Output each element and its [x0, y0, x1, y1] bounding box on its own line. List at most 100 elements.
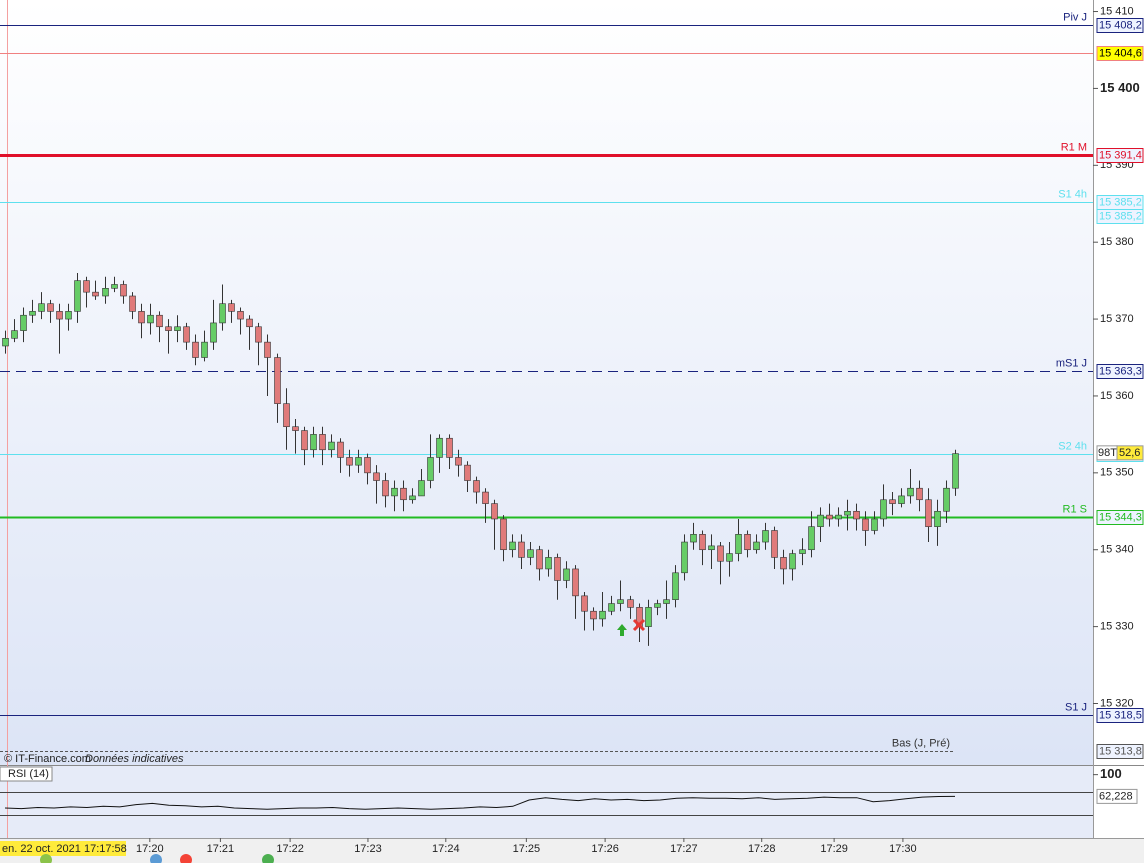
candle-body	[92, 291, 99, 297]
rsi-last-box	[1096, 788, 1138, 804]
x-tick-label: 17:28	[748, 843, 776, 855]
candle-body	[346, 457, 353, 466]
level-name: mS1 J	[1056, 357, 1087, 369]
level-name: R1 S	[1063, 503, 1087, 515]
rsi-pane	[0, 766, 1093, 838]
candle-body	[491, 503, 498, 520]
candle-body	[337, 441, 344, 458]
tool-icon[interactable]	[262, 854, 274, 863]
rsi-title: RSI (14)	[8, 768, 49, 780]
candle-body	[817, 514, 824, 527]
tool-icon[interactable]	[150, 854, 162, 863]
candle-body	[219, 303, 226, 324]
candle-body	[753, 541, 760, 551]
candle-body	[373, 472, 380, 481]
candle-body	[418, 480, 425, 497]
y-tick-label: 15 380	[1100, 236, 1134, 248]
y-tick-label: 15 320	[1100, 697, 1134, 709]
candle-body	[789, 553, 796, 570]
level-price-box	[1096, 364, 1144, 379]
level-price-label: 15 385,2	[1099, 196, 1142, 208]
candle-body	[699, 534, 706, 551]
candle-body	[844, 510, 851, 516]
rsi-line	[4, 795, 956, 810]
time-axis	[0, 838, 1144, 863]
candle-body	[283, 403, 290, 428]
x-tick-label: 17:29	[820, 843, 848, 855]
level-price-label: 15 404,6	[1099, 47, 1142, 59]
candle-body	[853, 510, 860, 520]
level-price-label: 15 408,2	[1099, 19, 1142, 31]
candle-body	[138, 311, 145, 324]
candle-body	[38, 303, 45, 312]
level-price-label: 15 344,3	[1099, 511, 1142, 523]
y-tick-label: 15 330	[1100, 621, 1134, 633]
level-name: Bas (J, Pré)	[892, 737, 950, 749]
candle-body	[916, 487, 923, 501]
tool-icon[interactable]	[180, 854, 192, 863]
candle-body	[65, 311, 72, 320]
candle-body	[545, 557, 552, 570]
level-price-label: 15 385,2	[1099, 210, 1142, 222]
candle-body	[264, 341, 271, 358]
last-prefix: 98T	[1098, 447, 1117, 459]
candle-body	[681, 541, 688, 574]
tool-icon[interactable]	[40, 854, 52, 863]
last-price-label: 52,6	[1119, 447, 1140, 459]
x-tick-label: 17:20	[136, 843, 164, 855]
candle-body	[808, 526, 815, 551]
level-price-box	[1096, 510, 1144, 525]
candle-body	[427, 457, 434, 481]
y-tick-label: 15 360	[1100, 390, 1134, 402]
candle-body	[301, 430, 308, 451]
price-pane	[0, 0, 1093, 765]
candle-body	[11, 330, 18, 339]
candle-body	[255, 326, 262, 343]
candle-body	[455, 457, 462, 466]
rsi-tick-label: 100	[1100, 766, 1122, 781]
candle-body	[717, 545, 724, 562]
start-label: en. 22 oct. 2021 17:17:58	[2, 843, 127, 855]
candle-body	[364, 457, 371, 474]
candle-body	[527, 549, 534, 558]
candle-body	[654, 603, 661, 608]
candle-body	[391, 487, 398, 497]
candle-body	[192, 341, 199, 358]
candle-body	[925, 499, 932, 527]
candle-body	[20, 314, 27, 331]
level-price-box	[1096, 46, 1144, 61]
x-tick-label: 17:24	[432, 843, 460, 855]
candle-body	[228, 303, 235, 312]
level-price-box	[1096, 148, 1144, 163]
candle-body	[762, 530, 769, 543]
candle-body	[898, 495, 905, 504]
level-price-box	[1096, 708, 1144, 723]
candle-body	[382, 480, 389, 497]
source: © IT-Finance.com	[4, 753, 91, 765]
candle-body	[518, 541, 525, 558]
candle-body	[862, 518, 869, 531]
candle-body	[436, 437, 443, 458]
y-tick-label: 15 340	[1100, 544, 1134, 556]
candle-body	[83, 280, 90, 293]
level-price-label: 15 391,4	[1099, 149, 1142, 161]
candle-body	[943, 487, 950, 512]
candle-body	[409, 495, 416, 501]
level-name: R1 M	[1061, 141, 1087, 153]
level-name: S1 J	[1065, 701, 1087, 713]
x-tick-label: 17:21	[207, 843, 235, 855]
sell-signal	[632, 618, 646, 632]
toolbar	[40, 854, 274, 863]
candle-body	[907, 487, 914, 497]
candle-body	[536, 549, 543, 570]
rsi-last-label: 62,228	[1099, 790, 1133, 802]
candle-body	[554, 557, 561, 581]
candle-body	[328, 441, 335, 451]
candle-body	[690, 534, 697, 543]
candle-body	[645, 607, 652, 627]
y-tick-label: 15 410	[1100, 5, 1134, 17]
candle-body	[509, 541, 516, 551]
x-tick-label: 17:25	[513, 843, 541, 855]
x-tick-label: 17:27	[670, 843, 698, 855]
